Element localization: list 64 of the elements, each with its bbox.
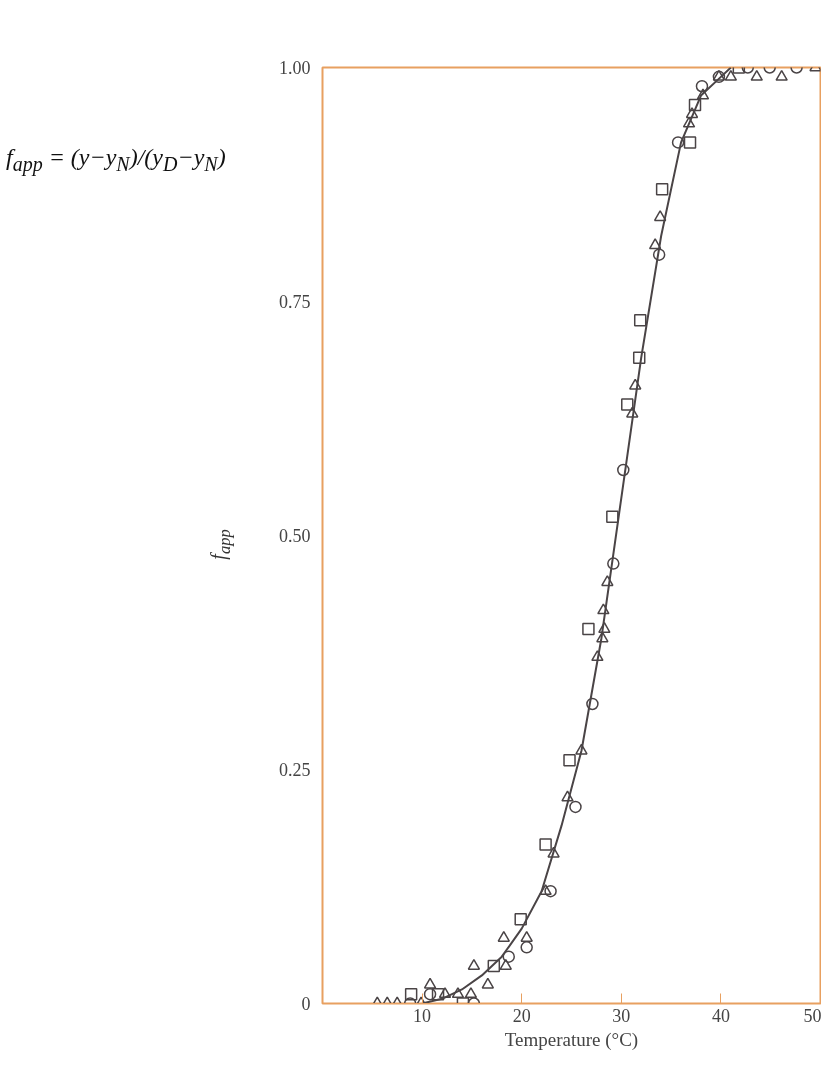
point bbox=[750, 69, 764, 81]
point bbox=[404, 987, 418, 1001]
point bbox=[502, 950, 515, 963]
point bbox=[775, 69, 788, 81]
point bbox=[487, 959, 501, 973]
y-tick-label: 0.25 bbox=[279, 760, 311, 780]
point bbox=[451, 987, 465, 999]
point bbox=[724, 69, 738, 81]
point bbox=[539, 838, 552, 851]
point bbox=[467, 958, 481, 970]
point bbox=[626, 406, 639, 418]
point bbox=[464, 987, 478, 999]
point bbox=[499, 958, 513, 970]
point bbox=[688, 98, 702, 112]
point bbox=[633, 313, 647, 327]
y-tick-label: 1.00 bbox=[279, 58, 311, 78]
x-tick-label: 10 bbox=[413, 1005, 432, 1026]
point bbox=[586, 697, 599, 711]
x-axis-title: Temperature (°C) bbox=[504, 1028, 639, 1051]
x-tick-label: 50 bbox=[803, 1005, 821, 1026]
point bbox=[685, 107, 699, 119]
point bbox=[563, 753, 576, 767]
point bbox=[520, 930, 533, 942]
point bbox=[575, 743, 588, 755]
point bbox=[514, 913, 527, 926]
point bbox=[683, 136, 697, 149]
point bbox=[497, 930, 511, 942]
point bbox=[520, 941, 533, 954]
point bbox=[607, 557, 620, 570]
point bbox=[652, 248, 666, 261]
x-tick-label: 40 bbox=[711, 1005, 730, 1026]
point bbox=[671, 136, 685, 149]
point bbox=[695, 79, 709, 93]
point bbox=[544, 884, 557, 898]
point bbox=[601, 575, 614, 587]
point bbox=[569, 800, 582, 814]
point bbox=[481, 977, 495, 989]
point bbox=[561, 790, 574, 802]
point bbox=[696, 88, 710, 100]
point bbox=[621, 398, 634, 411]
point bbox=[438, 987, 452, 999]
point bbox=[597, 603, 610, 615]
point bbox=[632, 351, 646, 364]
point bbox=[539, 884, 552, 896]
point bbox=[431, 987, 445, 1001]
point bbox=[582, 622, 595, 636]
y-tick-label: 0 bbox=[301, 994, 311, 1014]
y-tick-label: 0.75 bbox=[279, 292, 311, 312]
point bbox=[547, 846, 560, 858]
point bbox=[648, 238, 662, 250]
y-tick-label: 0.50 bbox=[279, 526, 311, 546]
x-tick-label: 20 bbox=[512, 1005, 531, 1026]
point bbox=[655, 182, 669, 196]
point bbox=[653, 210, 667, 222]
point bbox=[617, 463, 630, 477]
text: f$_{app}$ = (y−y$_{N}$)/(y$_{D}$−y$_{N}$) bbox=[6, 144, 226, 175]
x-tick-label: 30 bbox=[612, 1005, 631, 1026]
point bbox=[591, 650, 604, 662]
point bbox=[606, 510, 619, 524]
point bbox=[423, 977, 437, 989]
point bbox=[598, 622, 611, 634]
point bbox=[682, 116, 696, 128]
point bbox=[628, 378, 642, 390]
point bbox=[423, 987, 437, 1001]
